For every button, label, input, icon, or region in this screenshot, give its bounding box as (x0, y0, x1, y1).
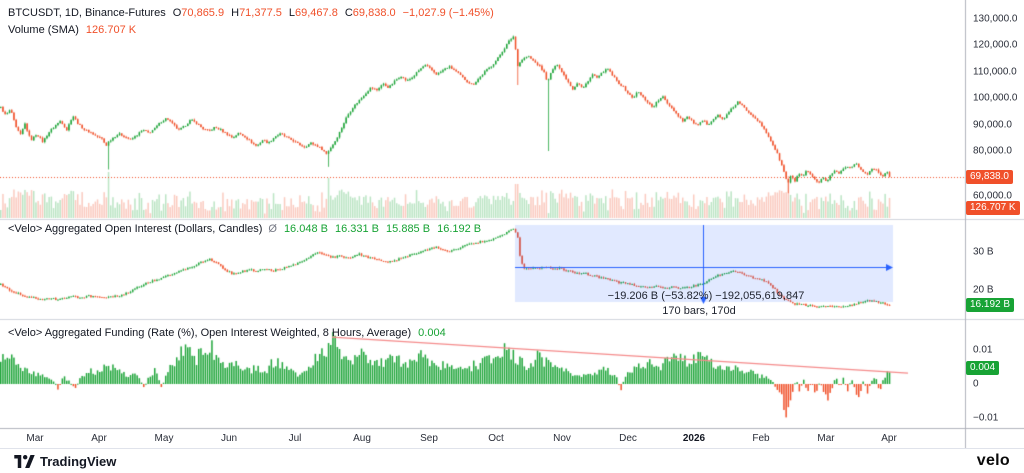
time-axis-label: Jul (288, 433, 302, 444)
tradingview-wordmark: TradingView (40, 453, 117, 469)
funding-title: <Velo> Aggregated Funding (Rate (%), Ope… (8, 327, 412, 339)
price-axis-label: 100,000.0 (973, 92, 1018, 104)
oi-axis-label: 30 B (973, 246, 994, 258)
last-price-badge: 69,838.0 (966, 170, 1013, 184)
time-axis-label: May (154, 433, 174, 444)
time-axis-label: Oct (488, 433, 504, 444)
time-scale[interactable]: Mar Apr May Jun Jul Aug Sep Oct Nov Dec 2026 Feb Mar… (0, 428, 1024, 448)
price-axis-label: 120,000.0 (973, 39, 1018, 51)
price-axis-label: 90,000.0 (973, 119, 1012, 131)
time-axis-label: 2026 (682, 433, 706, 444)
ohlc-low-value: 69,467.8 (295, 7, 338, 19)
funding-badge: 0.004 (966, 361, 1000, 375)
time-axis-label: Aug (353, 433, 371, 444)
oi-legend[interactable]: <Velo> Aggregated Open Interest (Dollars… (8, 223, 481, 236)
time-axis-label: Sep (420, 433, 438, 444)
ohlc-high-value: 71,377.5 (239, 7, 282, 19)
ohlc-open-label: O (172, 7, 182, 19)
volume-value: 126.707 K (85, 24, 137, 36)
oi-average-symbol: Ø (268, 223, 277, 235)
chart-canvas[interactable] (0, 0, 1024, 448)
time-axis-label: Feb (752, 433, 770, 444)
funding-axis-label: 0 (973, 378, 979, 390)
funding-legend[interactable]: <Velo> Aggregated Funding (Rate (%), Ope… (8, 327, 446, 340)
oi-low-value: 15.885 B (386, 223, 431, 235)
tradingview-mark-icon (14, 454, 35, 468)
oi-title: <Velo> Aggregated Open Interest (Dollars… (8, 223, 263, 235)
time-axis-label: Apr (881, 433, 897, 444)
footer-bar: TradingView velo (0, 448, 1024, 473)
velo-logo[interactable]: velo (976, 452, 1010, 469)
time-axis-label: Apr (91, 433, 107, 444)
measure-value-label: −19.206 B (−53.82%) −192,055,619,847 (607, 290, 805, 302)
volume-legend[interactable]: Volume (SMA) 126.707 K (8, 24, 136, 37)
funding-value: 0.004 (418, 327, 446, 339)
time-axis-label: Dec (619, 433, 637, 444)
oi-open-value: 16.048 B (283, 223, 328, 235)
ohlc-high-label: H (231, 7, 240, 19)
oi-axis-label: 20 B (973, 284, 994, 296)
ohlc-low-label: L (288, 7, 296, 19)
oi-badge: 16.192 B (966, 298, 1015, 312)
measure-bars-label: 170 bars, 170d (662, 305, 736, 317)
price-axis-label: 80,000.0 (973, 145, 1012, 157)
time-axis-label: Mar (817, 433, 835, 444)
funding-axis-label: 0.01 (973, 344, 993, 356)
oi-high-value: 16.331 B (334, 223, 380, 235)
price-axis-label: 110,000.0 (973, 66, 1017, 78)
price-axis-label: 130,000.0 (973, 13, 1018, 25)
price-axis-label: 60,000.0 (973, 190, 1012, 202)
time-axis-label: Nov (553, 433, 571, 444)
ohlc-close-value: 69,838.0 (352, 7, 396, 19)
tradingview-logo[interactable]: TradingView (14, 454, 116, 469)
ohlc-close-label: C (344, 7, 353, 19)
symbol-legend[interactable]: BTCUSDT, 1D, Binance-Futures O70,865.9 H71… (8, 7, 494, 20)
funding-axis-label: −0.01 (973, 412, 999, 424)
oi-close-value: 16.192 B (437, 223, 482, 235)
volume-label: Volume (SMA) (8, 24, 79, 36)
time-axis-label: Jun (220, 433, 238, 444)
price-scale[interactable]: 130,000.0 120,000.0 110,000.0 100,000.0 90,0… (0, 0, 1024, 448)
time-axis-label: Mar (26, 433, 44, 444)
ohlc-open-value: 70,865.9 (181, 7, 225, 19)
symbol-title: BTCUSDT, 1D, Binance-Futures (8, 7, 166, 19)
volume-badge: 126.707 K (966, 201, 1020, 215)
ohlc-change: −1,027.9 (−1.45%) (402, 7, 494, 19)
